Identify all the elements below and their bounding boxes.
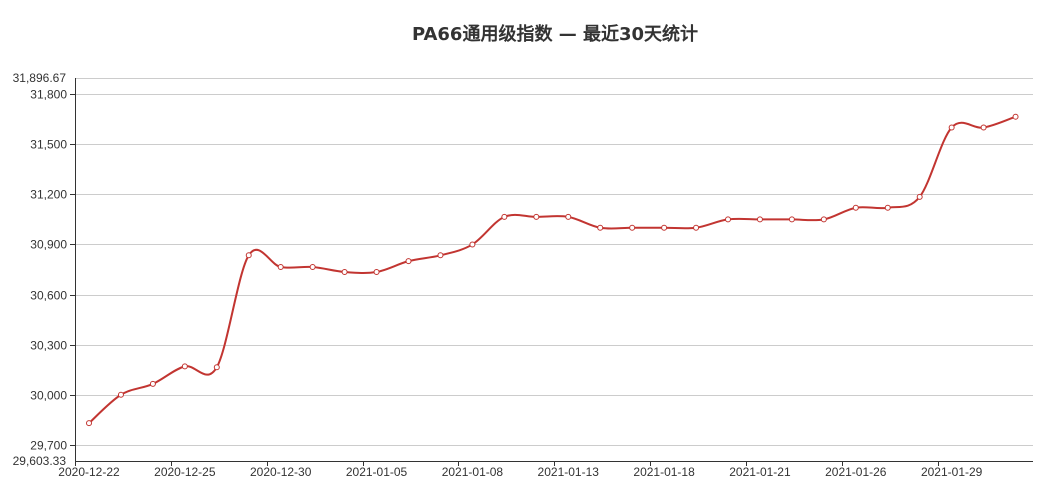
y-tick-label: 30,900 [30,238,67,252]
series-line [88,115,1016,424]
x-tick-label: 2021-01-18 [633,465,695,479]
y-tick-label: 30,000 [30,389,67,403]
data-point [788,216,795,223]
y-min-label: 29,603.33 [13,454,67,468]
data-point [725,216,731,223]
chart-title: PA66通用级指数 — 最近30天统计 [411,24,699,45]
tick-labels: 29,700 30,000 30,300 30,600 30,900 31,200 31,5… [13,71,983,479]
axes [70,78,1033,466]
data-point [852,204,859,211]
y-tick-label: 31,500 [30,138,67,152]
series-layer [86,113,1019,427]
data-point [309,263,316,270]
y-tick-label: 29,700 [30,439,67,453]
data-point [980,124,987,131]
data-point [916,193,923,200]
data-point [181,363,188,370]
data-point [405,258,412,265]
grid-lines [75,78,1033,446]
data-point [469,241,476,248]
x-tick-label: 2020-12-25 [154,465,216,479]
data-point [948,124,955,131]
x-tick-label: 2020-12-22 [58,465,120,479]
data-point [693,224,700,231]
data-point [629,224,636,231]
data-point [820,216,827,223]
y-max-label: 31,896.67 [13,71,67,85]
data-point [213,364,220,371]
data-point [373,269,380,276]
x-tick-label: 2020-12-30 [250,465,312,479]
y-tick-label: 30,300 [30,339,67,353]
y-tick-label: 30,600 [30,289,67,303]
data-point [277,263,284,270]
data-point [565,213,572,220]
data-point [245,252,252,259]
data-point [661,224,668,231]
x-tick-label: 2021-01-29 [921,465,983,479]
y-tick-label: 31,800 [30,88,67,102]
data-point [756,216,763,223]
data-point [597,224,604,231]
data-point [884,204,891,211]
x-tick-label: 2021-01-08 [442,465,504,479]
data-point [437,252,444,259]
data-point [1012,113,1019,120]
x-tick-label: 2021-01-05 [346,465,408,479]
data-point [149,380,156,387]
x-tick-label: 2021-01-13 [538,465,600,479]
x-tick-label: 2021-01-21 [729,465,791,479]
data-point [117,391,124,398]
data-point [533,213,540,220]
x-tick-label: 2021-01-26 [825,465,887,479]
data-point [86,420,92,427]
y-tick-label: 31,200 [30,188,67,202]
data-point [501,213,508,220]
data-point [341,269,348,276]
